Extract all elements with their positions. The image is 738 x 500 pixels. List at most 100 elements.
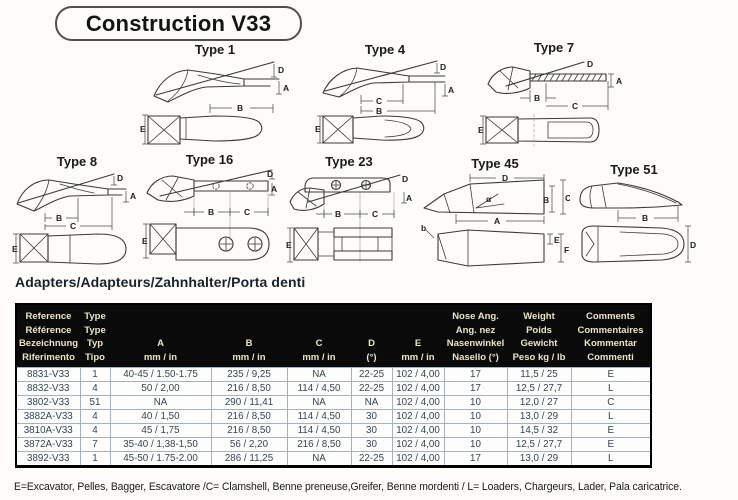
cell-c: 216 / 8,50 bbox=[286, 437, 352, 452]
top-view bbox=[485, 113, 600, 147]
cell-e: 102 / 4,00 bbox=[391, 451, 445, 467]
cell-b: 216 / 8,50 bbox=[210, 381, 288, 396]
side-view bbox=[579, 182, 683, 209]
cell-b: 216 / 8,50 bbox=[210, 409, 288, 424]
header-line: mm / in bbox=[302, 351, 336, 363]
header-line: Riferimento bbox=[22, 351, 75, 363]
cell-c: 114 / 4,50 bbox=[286, 423, 352, 438]
header-line: Kommentar bbox=[584, 338, 637, 349]
table-header: Reference Référence Bezeichnung Riferime… bbox=[16, 304, 651, 368]
dim-label-a: A bbox=[448, 85, 454, 95]
header-line: B bbox=[245, 338, 253, 349]
dim-label-e: E bbox=[315, 124, 321, 134]
cell-type: 4 bbox=[79, 381, 111, 396]
type-51-drawing-icon: B D bbox=[579, 182, 696, 263]
dimension-lines bbox=[287, 192, 407, 263]
dim-label-c: C bbox=[376, 96, 382, 106]
header-line: D bbox=[368, 338, 375, 349]
type-1-label: Type 1 bbox=[194, 42, 236, 57]
cell-a: 45-50 / 1.75-2.00 bbox=[109, 451, 212, 467]
cell-weight: 11,5 / 25 bbox=[506, 367, 572, 382]
dim-label-d: D bbox=[402, 174, 408, 184]
cell-d: 22-25 bbox=[350, 381, 393, 396]
dim-label-alpha: α bbox=[486, 194, 492, 204]
type-7-drawing-icon: D A B C E bbox=[478, 59, 622, 147]
header-line: Tipo bbox=[85, 351, 105, 363]
cell-nose-angle: 17 bbox=[443, 367, 508, 382]
type-23-label: Type 23 bbox=[325, 154, 373, 169]
cell-weight: 12,0 / 27 bbox=[506, 395, 572, 410]
dim-label-a: A bbox=[616, 76, 622, 86]
cell-comments: L bbox=[570, 409, 652, 424]
top-view bbox=[322, 115, 425, 144]
col-header-e: E mm / in bbox=[392, 304, 444, 368]
cell-type: 7 bbox=[79, 437, 111, 452]
dim-label-c: C bbox=[244, 207, 250, 217]
bottom-view bbox=[437, 229, 545, 267]
cell-e: 102 / 4,00 bbox=[391, 367, 445, 382]
cell-reference: 8831-V33 bbox=[15, 367, 81, 382]
cell-nose-angle: 10 bbox=[443, 395, 508, 410]
cell-reference: 3892-V33 bbox=[15, 451, 81, 467]
type-23-drawing-icon: D A B C E bbox=[286, 174, 412, 263]
dim-label-b: B bbox=[335, 209, 341, 219]
cell-type: 4 bbox=[79, 423, 111, 438]
cell-d: 30 bbox=[350, 437, 393, 452]
dim-label-e: E bbox=[554, 235, 560, 245]
dim-label-d: D bbox=[690, 240, 696, 250]
top-view bbox=[19, 233, 127, 265]
cell-d: 22-25 bbox=[350, 367, 393, 382]
dim-label-e: E bbox=[478, 125, 484, 135]
cell-b: 56 / 2,20 bbox=[210, 437, 288, 452]
header-line: Type bbox=[84, 311, 106, 322]
header-line: Nasenwinkel bbox=[446, 338, 505, 349]
side-view bbox=[487, 61, 607, 94]
cell-weight: 12,5 / 27,7 bbox=[506, 437, 572, 452]
dim-label-b: B bbox=[543, 195, 549, 205]
header-line: mm / in bbox=[401, 351, 435, 363]
dim-label-b: B bbox=[56, 213, 62, 223]
dimension-lines bbox=[143, 172, 275, 259]
dim-label-c: C bbox=[572, 101, 578, 111]
dim-label-e: E bbox=[142, 236, 148, 246]
dim-label-d: D bbox=[267, 169, 273, 179]
cell-c: NA bbox=[286, 451, 352, 467]
side-view bbox=[322, 60, 446, 98]
header-line: mm / in bbox=[143, 351, 178, 363]
table-row: 8831-V33 1 40-45 / 1.50-1.75 235 / 9,25 … bbox=[15, 367, 652, 382]
header-line: Nose Ang. bbox=[452, 311, 499, 322]
header-line: Weight bbox=[523, 311, 555, 322]
dim-label-c: C bbox=[70, 221, 76, 231]
cell-type: 1 bbox=[79, 451, 111, 467]
top-view bbox=[147, 115, 263, 145]
header-line: Poids bbox=[526, 324, 552, 336]
type-4-label: Type 4 bbox=[364, 42, 406, 57]
table-body: 8831-V33 1 40-45 / 1.50-1.75 235 / 9,25 … bbox=[15, 367, 652, 467]
dim-label-a: A bbox=[494, 216, 500, 226]
cell-e: 102 / 4,00 bbox=[391, 409, 445, 424]
col-header-nose-angle: Nose Ang. Ang. nez Nasenwinkel Nasello (… bbox=[444, 304, 507, 368]
diagram-type-16: Type 16 D A B C bbox=[142, 152, 277, 268]
type-45-label: Type 45 bbox=[471, 156, 519, 171]
cell-b: 286 / 11,25 bbox=[210, 451, 288, 467]
type-8-drawing-icon: D A B C E bbox=[12, 173, 136, 265]
cell-e: 102 / 4,00 bbox=[391, 381, 445, 396]
dim-label-a: A bbox=[406, 193, 412, 203]
cell-type: 51 bbox=[79, 395, 111, 410]
header-row: Reference Référence Bezeichnung Riferime… bbox=[16, 304, 651, 368]
dimension-lines bbox=[142, 64, 282, 145]
type-45-drawing-icon: D α B C A b E F bbox=[421, 173, 570, 267]
cell-reference: 3872A-V33 bbox=[15, 437, 81, 452]
header-line: Comments bbox=[585, 311, 636, 322]
dim-label-e: E bbox=[140, 124, 146, 134]
side-view bbox=[153, 61, 280, 103]
type-7-label: Type 7 bbox=[533, 40, 575, 55]
cell-reference: 3810A-V33 bbox=[15, 423, 81, 438]
cell-e: 102 / 4,00 bbox=[391, 395, 445, 410]
dim-label-d: D bbox=[117, 173, 123, 183]
cell-b: 216 / 8,50 bbox=[210, 423, 288, 438]
dimension-lines bbox=[425, 174, 566, 263]
col-header-c: C mm / in bbox=[287, 304, 351, 368]
cell-comments: E bbox=[570, 423, 652, 438]
header-line: E bbox=[414, 338, 422, 349]
